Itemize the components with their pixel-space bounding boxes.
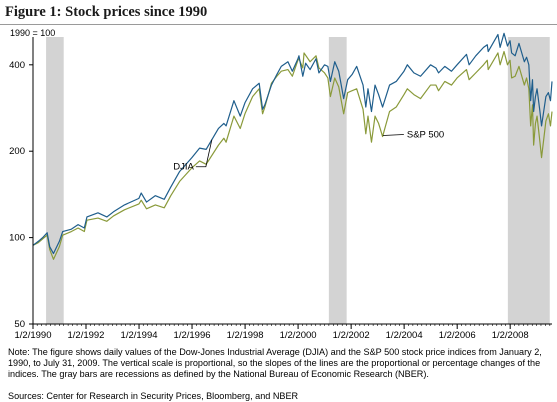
chart-title: Figure 1: Stock prices since 1990 — [5, 4, 208, 20]
y-tick-label-50: 50 — [14, 319, 25, 330]
series-lines — [32, 32, 553, 260]
title-divider — [0, 24, 557, 25]
x-tick-label-1/2/2000: 1/2/2000 — [280, 330, 317, 341]
chart-axes: 50 100 200 400 1/2/1990 1/2/1992 1/2/1994 1/2/1… — [9, 37, 552, 341]
series-line-s-p-500 — [32, 50, 553, 260]
series-annotations: DJIA S&P 500 — [173, 129, 444, 172]
x-tick-label-1/2/1992: 1/2/1992 — [67, 330, 104, 341]
chart-note: Note: The figure shows daily values of t… — [8, 347, 542, 379]
x-tick-label-1/2/2006: 1/2/2006 — [439, 330, 476, 341]
x-tick-label-1/2/1990: 1/2/1990 — [15, 330, 52, 341]
series-line-djia — [32, 32, 553, 255]
y-tick-label-400: 400 — [9, 60, 25, 71]
chart-sources: Sources: Center for Research in Security… — [8, 391, 299, 401]
recession-bar-3 — [507, 37, 550, 324]
x-tick-label-1/2/2008: 1/2/2008 — [492, 330, 529, 341]
recession-bars — [46, 37, 550, 324]
x-tick-label-1/2/2002: 1/2/2002 — [333, 330, 370, 341]
annotation-djia: DJIA — [173, 162, 194, 173]
y-axis-unit-label: 1990 = 100 — [10, 28, 56, 38]
x-tick-label-1/2/1998: 1/2/1998 — [227, 330, 264, 341]
djia-leader-line — [195, 139, 213, 168]
x-tick-label-1/2/2004: 1/2/2004 — [386, 330, 423, 341]
recession-bar-1 — [46, 37, 64, 324]
x-tick-label-1/2/1996: 1/2/1996 — [174, 330, 211, 341]
y-tick-label-100: 100 — [9, 233, 25, 244]
sp500-leader-line — [382, 134, 404, 136]
y-tick-label-200: 200 — [9, 146, 25, 157]
annotation-sp500: S&P 500 — [407, 129, 444, 140]
stock-price-chart: 50 100 200 400 1/2/1990 1/2/1992 1/2/1994 1/2/1… — [9, 32, 553, 341]
recession-bar-2 — [328, 37, 347, 324]
x-tick-label-1/2/1994: 1/2/1994 — [121, 330, 158, 341]
